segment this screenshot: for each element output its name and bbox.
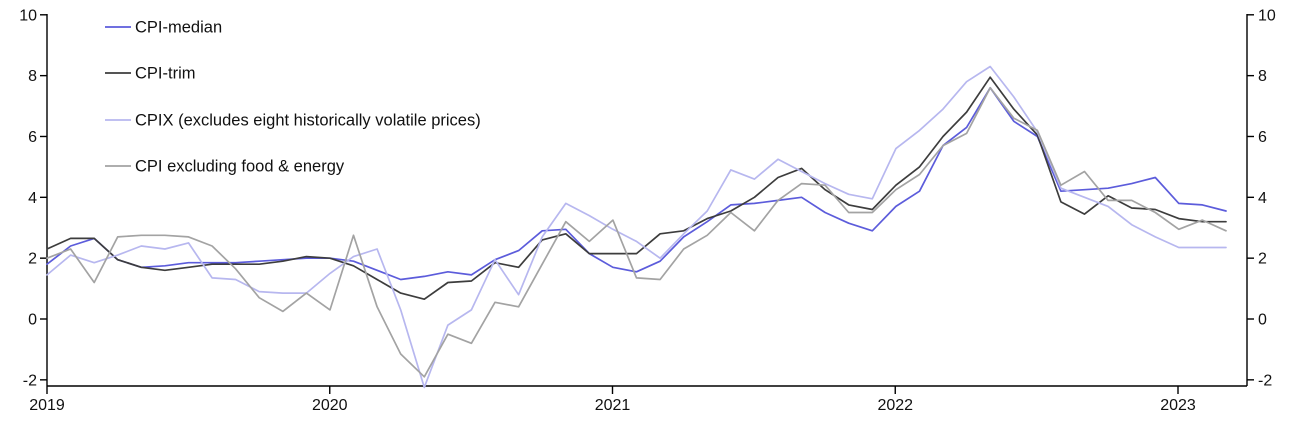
x-axis-year-label: 2021 bbox=[595, 397, 631, 414]
x-axis-year-label: 2023 bbox=[1160, 397, 1196, 414]
y-axis-left-tick-label: 6 bbox=[28, 129, 37, 146]
y-axis-right-tick-label: 8 bbox=[1258, 68, 1267, 85]
y-axis-right-tick-label: -2 bbox=[1258, 372, 1272, 389]
legend-label-3: CPI excluding food & energy bbox=[135, 158, 345, 176]
series-line-cpi-trim bbox=[46, 76, 1227, 301]
series-line-cpi-excluding-food-energy bbox=[46, 86, 1227, 378]
y-axis-left-tick-label: 0 bbox=[28, 312, 37, 329]
x-axis-year-label: 2022 bbox=[877, 397, 913, 414]
y-axis-left-tick-label: 8 bbox=[28, 68, 37, 85]
y-axis-left-tick-label: 4 bbox=[28, 190, 37, 207]
legend-label-0: CPI-median bbox=[135, 19, 222, 37]
y-axis-left-tick-label: 10 bbox=[19, 7, 37, 24]
x-axis-year-label: 2019 bbox=[29, 397, 65, 414]
legend-label-2: CPIX (excludes eight historically volati… bbox=[135, 112, 481, 130]
y-axis-right-tick-label: 2 bbox=[1258, 251, 1267, 268]
x-axis-year-label: 2020 bbox=[312, 397, 348, 414]
y-axis-left-tick-label: -2 bbox=[23, 372, 37, 389]
y-axis-right-tick-label: 0 bbox=[1258, 312, 1267, 329]
y-axis-left-tick-label: 2 bbox=[28, 251, 37, 268]
y-axis-right-tick-label: 10 bbox=[1258, 7, 1276, 24]
series-line-cpi-median bbox=[46, 86, 1227, 281]
y-axis-right-tick-label: 6 bbox=[1258, 129, 1267, 146]
series-line-cpix bbox=[46, 65, 1227, 389]
y-axis-right-tick-label: 4 bbox=[1258, 190, 1267, 207]
legend-label-1: CPI-trim bbox=[135, 65, 196, 83]
